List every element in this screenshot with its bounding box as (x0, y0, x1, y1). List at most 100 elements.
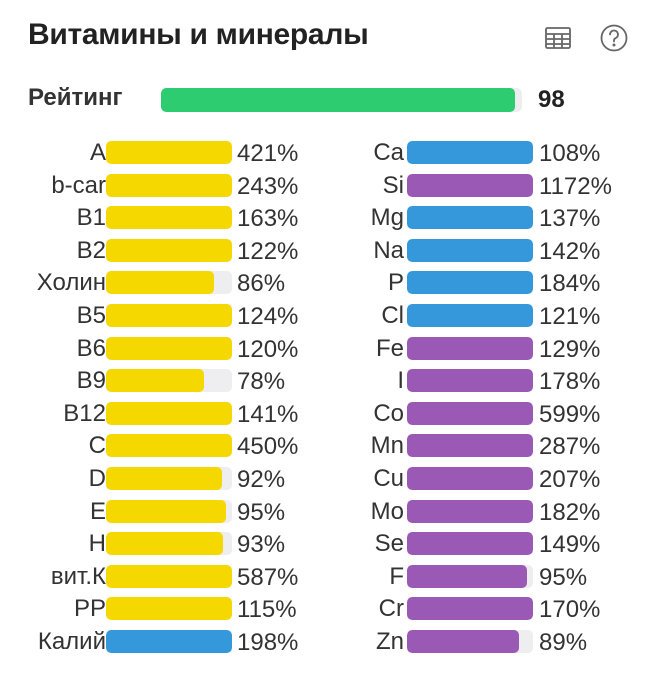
nutrient-bar (407, 369, 533, 393)
table-icon[interactable] (542, 22, 574, 54)
nutrient-bar (407, 434, 533, 458)
nutrient-bar-fill (407, 369, 533, 393)
rating-value: 98 (538, 86, 565, 113)
nutrient-percent: 92% (237, 465, 286, 493)
nutrient-row: A 421% (0, 137, 330, 170)
nutrient-percent: 89% (539, 628, 588, 656)
nutrient-bar-fill (407, 466, 533, 490)
nutrient-name: B1 (76, 204, 106, 232)
nutrient-name: Se (374, 530, 404, 558)
nutrient-bar-fill (106, 629, 232, 653)
nutrient-bar (106, 564, 232, 588)
nutrient-percent: 178% (539, 368, 601, 396)
nutrient-name: D (88, 464, 106, 492)
nutrient-bar (106, 141, 232, 164)
nutrient-row: Калий 198% (0, 626, 330, 659)
nutrient-percent: 182% (539, 498, 601, 526)
nutrient-bar-fill (106, 532, 224, 556)
page-title: Витамины и минералы (28, 18, 369, 51)
nutrient-bar (106, 629, 232, 653)
nutrient-bar-fill (106, 141, 232, 164)
nutrient-bar (106, 271, 232, 295)
nutrient-percent: 450% (237, 433, 299, 461)
nutrient-name: B12 (63, 399, 106, 427)
nutrient-name: Mg (370, 204, 404, 232)
nutrient-name: F (389, 562, 404, 590)
nutrient-row: Zn 89% (330, 626, 657, 659)
nutrient-bar (407, 336, 533, 360)
vitamins-column: A 421% b-car 243% B1 163% B2 122% Холин 86% B5 124%… (0, 137, 330, 659)
nutrient-bar (407, 499, 533, 523)
nutrient-percent: 93% (237, 531, 286, 559)
nutrient-row: Co 599% (330, 398, 657, 431)
nutrient-bar-fill (407, 401, 533, 425)
nutrient-percent: 120% (237, 335, 299, 363)
nutrient-percent: 95% (539, 563, 588, 591)
nutrient-name: Mn (370, 432, 404, 460)
nutrient-bar-fill (106, 564, 232, 588)
nutrient-row: Si 1172% (330, 170, 657, 203)
nutrient-name: вит.К (50, 562, 106, 590)
nutrient-row: B6 120% (0, 333, 330, 366)
nutrient-bar-fill (106, 434, 232, 458)
nutrient-percent: 421% (237, 140, 299, 167)
nutrient-name: C (88, 432, 106, 460)
nutrient-percent: 198% (237, 628, 299, 656)
nutrient-bar (106, 206, 232, 230)
nutrient-name: PP (73, 595, 106, 623)
nutrient-bar-fill (407, 173, 533, 197)
nutrient-bar (407, 303, 533, 327)
nutrient-row: Cl 121% (330, 300, 657, 333)
nutrient-row: Mo 182% (330, 496, 657, 529)
nutrient-percent: 170% (539, 596, 601, 624)
nutrient-bar-fill (106, 238, 232, 262)
nutrient-bar (407, 206, 533, 230)
nutrient-percent: 121% (539, 302, 601, 330)
nutrient-bar (106, 336, 232, 360)
nutrient-bar-fill (407, 597, 533, 621)
nutrient-percent: 115% (237, 596, 297, 624)
nutrient-bar (407, 629, 533, 653)
nutrient-name: E (89, 497, 106, 525)
nutrient-percent: 108% (539, 140, 601, 167)
nutrient-row: Fe 129% (330, 333, 657, 366)
nutrient-percent: 137% (539, 205, 601, 233)
nutrient-bar (106, 238, 232, 262)
nutrient-bar (106, 434, 232, 458)
nutrient-row: B2 122% (0, 235, 330, 268)
nutrient-row: Mg 137% (330, 202, 657, 235)
nutrient-bar (407, 532, 533, 556)
nutrient-percent: 207% (539, 465, 601, 493)
nutrient-name: B6 (76, 334, 106, 362)
nutrient-percent: 129% (539, 335, 601, 363)
nutrient-percent: 124% (237, 302, 299, 330)
nutrient-bar (106, 303, 232, 327)
nutrient-row: Ca 108% (330, 137, 657, 170)
nutrient-row: D 92% (0, 463, 330, 496)
nutrient-bar (407, 141, 533, 164)
minerals-column: Ca 108% Si 1172% Mg 137% Na 142% P 184% Cl 121% Fe 12… (330, 137, 657, 659)
nutrient-bar (407, 466, 533, 490)
nutrient-bar-fill (106, 466, 222, 490)
nutrient-bar-fill (106, 271, 215, 295)
nutrient-name: H (88, 530, 106, 558)
nutrient-bar (407, 597, 533, 621)
nutrient-percent: 149% (539, 531, 601, 559)
nutrient-name: Co (373, 399, 404, 427)
nutrient-bar-fill (106, 173, 232, 197)
nutrient-bar (106, 597, 232, 621)
nutrient-percent: 1172% (539, 172, 612, 200)
nutrient-bar (106, 173, 232, 197)
nutrient-row: I 178% (330, 365, 657, 398)
nutrient-bar-fill (106, 499, 226, 523)
nutrient-row: B9 78% (0, 365, 330, 398)
nutrient-row: Холин 86% (0, 267, 330, 300)
help-circle-icon[interactable] (598, 22, 630, 54)
nutrient-bar (407, 238, 533, 262)
nutrient-row: B5 124% (0, 300, 330, 333)
nutrient-bar-fill (407, 303, 533, 327)
nutrient-row: Cu 207% (330, 463, 657, 496)
nutrient-name: B5 (76, 301, 106, 329)
nutrient-bar-fill (106, 303, 232, 327)
nutrient-bar (106, 466, 232, 490)
